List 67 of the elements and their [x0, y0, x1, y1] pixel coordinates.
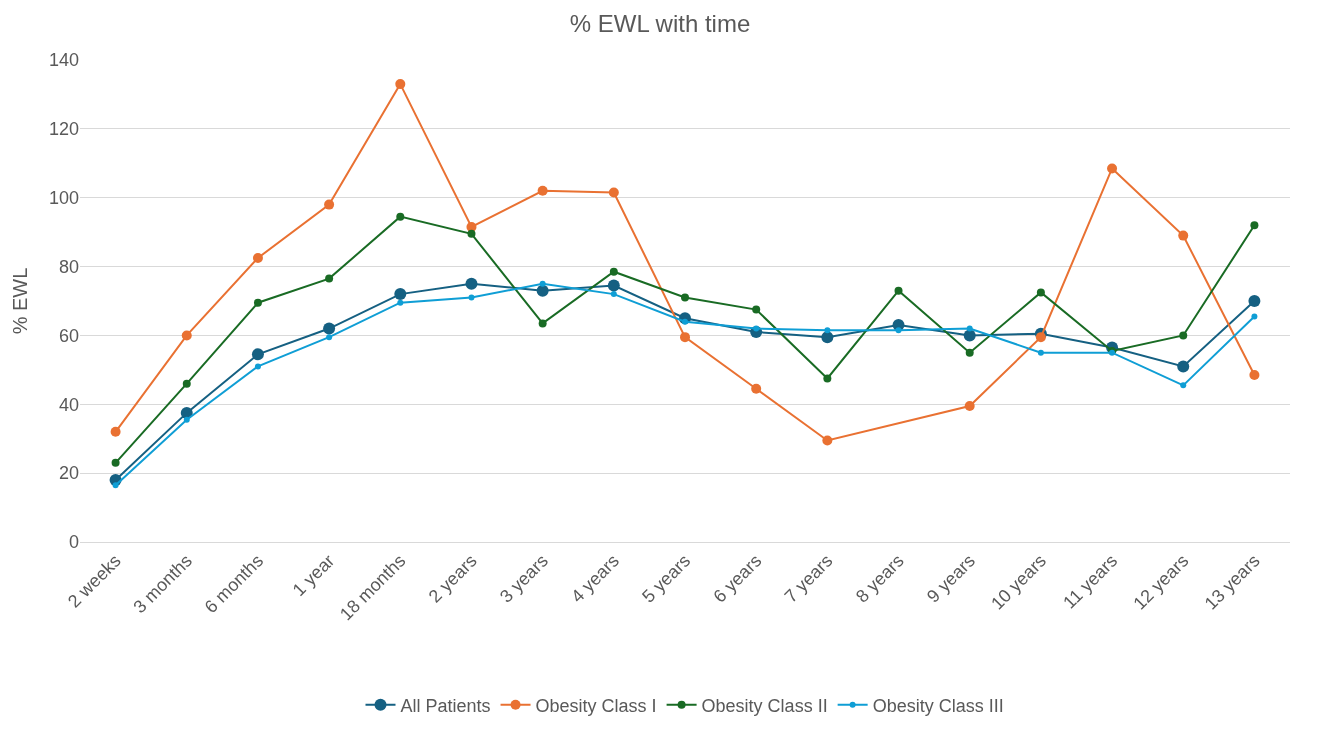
y-axis-title: % EWL [9, 267, 32, 335]
point [323, 322, 336, 335]
point [1248, 295, 1261, 307]
point [965, 348, 974, 357]
point [822, 435, 833, 446]
point [183, 416, 190, 423]
y-tick-label: 40 [58, 394, 79, 415]
point [1178, 230, 1189, 241]
point [1037, 349, 1044, 356]
y-tick-label: 20 [58, 463, 79, 484]
point [537, 185, 548, 196]
point [894, 286, 903, 295]
point [1179, 331, 1188, 340]
point [1177, 360, 1190, 373]
point [539, 280, 546, 287]
point [325, 274, 334, 283]
point [394, 288, 407, 301]
point [395, 79, 406, 90]
legend-label: Obesity Class II [701, 695, 828, 716]
point [681, 293, 689, 302]
point [1251, 313, 1258, 320]
point [608, 187, 619, 198]
point [324, 199, 335, 210]
point [964, 401, 975, 412]
point [751, 383, 762, 394]
point [182, 379, 191, 388]
point [752, 305, 761, 314]
point [610, 291, 617, 298]
point [609, 267, 618, 276]
legend-label: Obesity Class I [535, 695, 657, 716]
point [110, 426, 121, 437]
y-tick-label: 0 [68, 532, 79, 553]
point [824, 327, 831, 334]
point [253, 298, 262, 307]
point [607, 279, 620, 292]
point [1107, 163, 1118, 174]
point [252, 252, 263, 263]
point [326, 334, 333, 341]
point [465, 277, 478, 290]
point [538, 319, 547, 328]
legend-label: Obesity Class III [872, 695, 1004, 716]
y-tick-label: 60 [58, 325, 79, 346]
point [1180, 382, 1187, 389]
point [966, 325, 973, 332]
y-tick-label: 80 [58, 256, 79, 277]
y-tick-label: 140 [48, 50, 79, 71]
point [181, 330, 192, 341]
point [823, 374, 832, 383]
point [467, 229, 476, 238]
point [111, 458, 120, 467]
point [1035, 332, 1046, 343]
point [254, 363, 261, 370]
point [680, 332, 690, 343]
y-tick-label: 120 [48, 119, 79, 140]
point [468, 294, 475, 301]
point [251, 348, 264, 361]
point [1249, 370, 1260, 381]
point [397, 299, 404, 306]
legend-label: All Patients [400, 695, 491, 716]
y-tick-label: 100 [48, 188, 79, 209]
chart-title: % EWL with time [569, 9, 751, 37]
point [112, 482, 119, 489]
point [1036, 288, 1045, 297]
point [396, 212, 405, 221]
point [1250, 221, 1259, 230]
point [895, 327, 902, 334]
point [821, 331, 834, 344]
